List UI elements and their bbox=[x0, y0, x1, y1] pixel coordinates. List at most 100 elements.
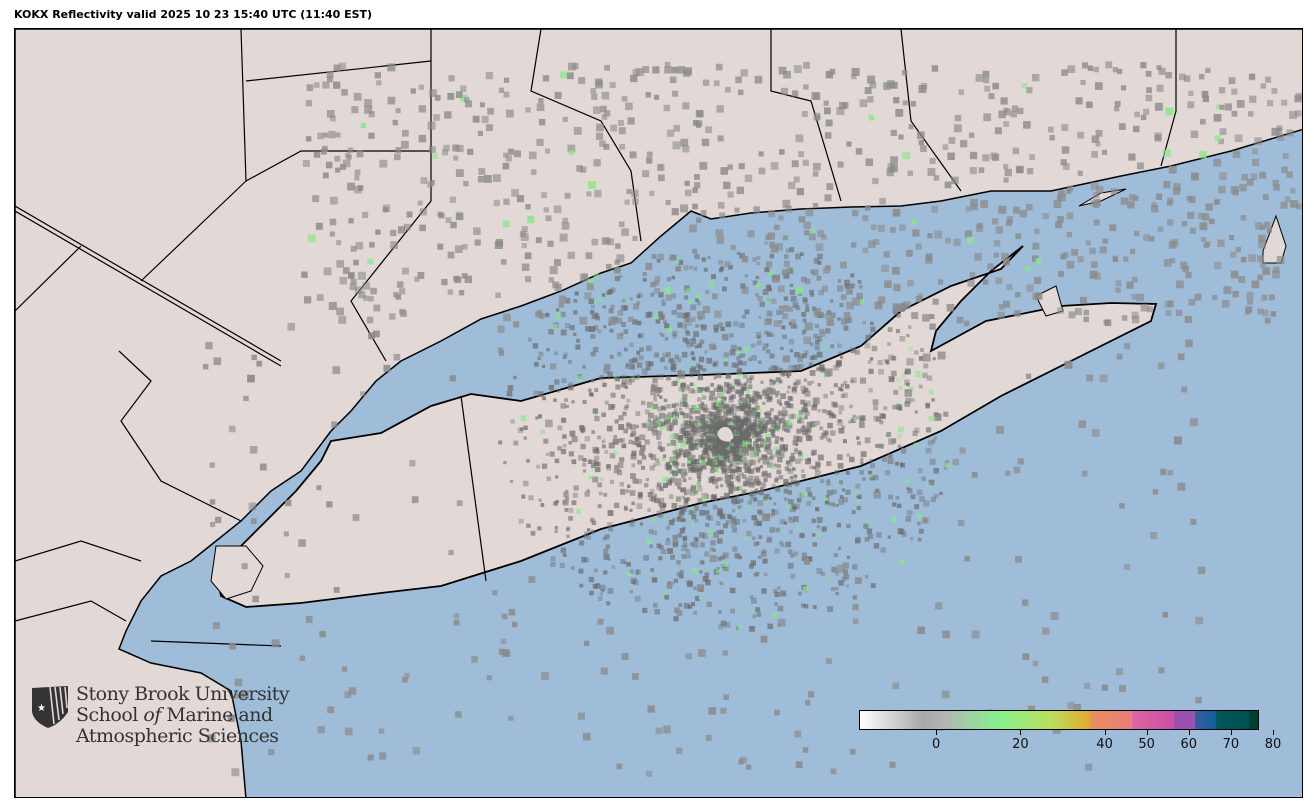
echo-pixel bbox=[891, 355, 897, 361]
echo-pixel bbox=[672, 141, 681, 150]
echo-pixel bbox=[306, 84, 314, 92]
echo-pixel bbox=[817, 230, 825, 238]
echo-pixel bbox=[1251, 158, 1260, 167]
echo-pixel bbox=[1112, 255, 1119, 262]
logo-line2b: of bbox=[143, 704, 161, 726]
echo-pixel bbox=[827, 577, 832, 581]
echo-pixel bbox=[790, 452, 795, 457]
echo-pixel bbox=[789, 529, 793, 534]
echo-pixel bbox=[1000, 97, 1008, 105]
echo-pixel bbox=[692, 187, 698, 194]
echo-pixel bbox=[540, 429, 546, 435]
echo-pixel bbox=[569, 150, 575, 156]
echo-pixel bbox=[620, 438, 625, 443]
echo-pixel bbox=[672, 330, 678, 336]
echo-pixel bbox=[1260, 224, 1266, 230]
echo-pixel bbox=[983, 113, 992, 122]
echo-pixel bbox=[695, 298, 699, 302]
echo-pixel bbox=[770, 162, 779, 170]
echo-pixel bbox=[802, 318, 807, 323]
echo-pixel bbox=[329, 231, 335, 237]
echo-pixel bbox=[1012, 147, 1020, 155]
echo-pixel bbox=[781, 413, 786, 418]
echo-pixel bbox=[803, 221, 811, 230]
echo-pixel bbox=[969, 202, 977, 210]
echo-pixel bbox=[455, 711, 462, 718]
echo-pixel bbox=[720, 326, 725, 332]
echo-pixel bbox=[761, 482, 766, 488]
echo-pixel bbox=[691, 567, 697, 574]
echo-pixel bbox=[667, 548, 673, 554]
echo-pixel bbox=[741, 430, 746, 436]
echo-pixel bbox=[700, 391, 705, 396]
echo-pixel bbox=[392, 119, 398, 126]
echo-pixel bbox=[930, 496, 936, 503]
border-line bbox=[460, 395, 487, 582]
echo-pixel bbox=[632, 198, 639, 205]
echo-pixel bbox=[906, 358, 914, 366]
echo-pixel bbox=[684, 437, 688, 441]
echo-pixel bbox=[852, 595, 857, 600]
echo-pixel bbox=[792, 302, 799, 308]
echo-pixel bbox=[695, 415, 700, 421]
echo-pixel bbox=[763, 494, 769, 499]
echo-pixel bbox=[890, 156, 898, 165]
echo-pixel bbox=[571, 436, 578, 443]
echo-pixel bbox=[690, 602, 696, 607]
echo-pixel bbox=[1239, 183, 1247, 192]
echo-pixel bbox=[671, 367, 676, 372]
echo-pixel bbox=[594, 415, 600, 422]
echo-pixel bbox=[793, 324, 798, 329]
echo-pixel bbox=[663, 420, 668, 425]
echo-pixel bbox=[754, 417, 760, 423]
echo-pixel bbox=[550, 561, 556, 567]
echo-pixel bbox=[1148, 236, 1155, 242]
echo-pixel bbox=[1006, 219, 1013, 226]
echo-pixel bbox=[908, 124, 914, 130]
echo-pixel bbox=[1126, 281, 1134, 289]
echo-pixel bbox=[644, 409, 650, 415]
echo-pixel bbox=[229, 642, 236, 650]
echo-pixel bbox=[896, 313, 901, 318]
echo-pixel bbox=[1003, 177, 1009, 183]
echo-pixel bbox=[713, 324, 719, 330]
echo-pixel bbox=[336, 307, 344, 316]
echo-pixel bbox=[798, 363, 804, 369]
echo-pixel bbox=[593, 313, 599, 319]
echo-pixel bbox=[739, 498, 744, 503]
echo-pixel bbox=[744, 274, 749, 278]
echo-pixel bbox=[553, 398, 557, 402]
echo-pixel bbox=[1276, 256, 1285, 264]
echo-pixel bbox=[646, 157, 653, 164]
echo-pixel bbox=[576, 338, 580, 343]
echo-pixel bbox=[907, 170, 914, 177]
echo-pixel bbox=[717, 507, 723, 514]
echo-pixel bbox=[673, 408, 678, 413]
echo-pixel bbox=[803, 586, 809, 592]
echo-pixel bbox=[945, 462, 951, 468]
echo-pixel bbox=[698, 433, 703, 437]
echo-pixel bbox=[1064, 360, 1073, 369]
echo-pixel bbox=[401, 140, 409, 149]
echo-pixel bbox=[628, 572, 632, 577]
echo-pixel bbox=[299, 655, 306, 661]
colorbar-tick-label: 20 bbox=[1012, 737, 1029, 752]
echo-pixel bbox=[859, 417, 865, 423]
echo-pixel bbox=[718, 404, 723, 410]
echo-pixel bbox=[1001, 253, 1009, 261]
echo-pixel bbox=[555, 313, 562, 320]
echo-pixel bbox=[788, 517, 795, 524]
echo-pixel bbox=[702, 387, 707, 392]
echo-pixel bbox=[728, 468, 733, 474]
echo-pixel bbox=[1247, 298, 1254, 305]
echo-pixel bbox=[697, 498, 703, 504]
echo-pixel bbox=[629, 358, 634, 364]
echo-pixel bbox=[886, 432, 892, 437]
echo-pixel bbox=[655, 727, 663, 735]
echo-pixel bbox=[756, 413, 761, 418]
echo-pixel bbox=[702, 494, 707, 500]
echo-pixel bbox=[812, 171, 819, 177]
echo-pixel bbox=[887, 80, 895, 88]
echo-pixel bbox=[1067, 701, 1075, 709]
echo-pixel bbox=[776, 469, 781, 475]
